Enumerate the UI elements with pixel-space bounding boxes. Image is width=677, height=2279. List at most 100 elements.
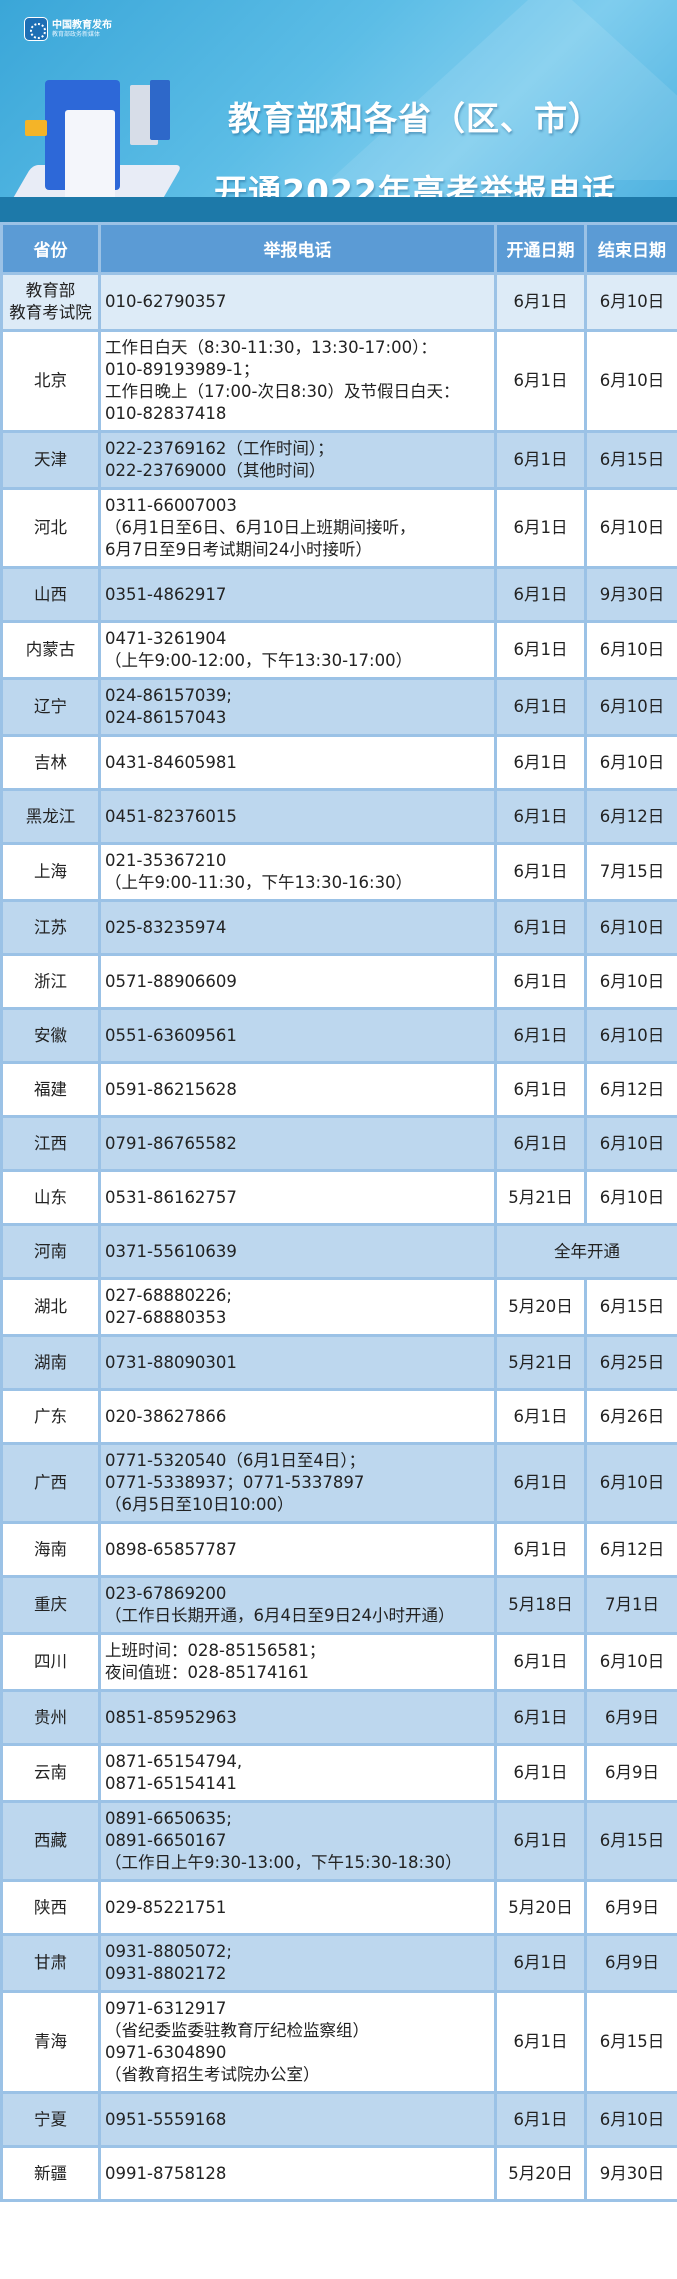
table-header: 省份 举报电话 开通日期 结束日期 bbox=[0, 222, 677, 275]
table-row: 天津 022-23769162（工作时间）； 022-23769000（其他时间）… bbox=[0, 430, 677, 490]
end-date-cell: 6月12日 bbox=[584, 788, 677, 845]
start-date-cell: 5月21日 bbox=[494, 1169, 587, 1226]
phone-cell: 0971-6312917 （省纪委监委驻教育厅纪检监察组） 0971-63048… bbox=[98, 1990, 497, 2094]
table-row: 陕西 029-85221751 5月20日 6月9日 bbox=[0, 1879, 677, 1936]
logo-icon bbox=[24, 17, 48, 41]
page-title: 教育部和各省（区、市） 开通2022年高考举报电话 bbox=[205, 82, 625, 197]
table-row: 四川 上班时间：028-85156581； 夜间值班：028-85174161 6月… bbox=[0, 1632, 677, 1692]
end-date-cell: 6月10日 bbox=[584, 272, 677, 332]
province-cell: 重庆 bbox=[0, 1575, 101, 1635]
end-date-cell: 6月10日 bbox=[584, 1007, 677, 1064]
start-date-cell: 6月1日 bbox=[494, 430, 587, 490]
start-date-cell: 6月1日 bbox=[494, 842, 587, 902]
title-line-2: 开通2022年高考举报电话 bbox=[214, 172, 616, 197]
province-cell: 广西 bbox=[0, 1442, 101, 1524]
table-row: 安徽 0551-63609561 6月1日 6月10日 bbox=[0, 1007, 677, 1064]
start-date-cell: 5月20日 bbox=[494, 1879, 587, 1936]
end-date-cell: 6月9日 bbox=[584, 1879, 677, 1936]
title-line-1: 教育部和各省（区、市） bbox=[228, 99, 602, 138]
start-date-cell: 6月1日 bbox=[494, 1689, 587, 1746]
start-date-cell: 6月1日 bbox=[494, 1442, 587, 1524]
phone-cell: 0431-84605981 bbox=[98, 734, 497, 791]
table-row: 宁夏 0951-5559168 6月1日 6月10日 bbox=[0, 2091, 677, 2148]
end-date-cell: 6月10日 bbox=[584, 329, 677, 433]
phone-cell: 0951-5559168 bbox=[98, 2091, 497, 2148]
column-header-start: 开通日期 bbox=[494, 222, 587, 275]
phone-cell: 0771-5320540（6月1日至4日）； 0771-5338937；0771… bbox=[98, 1442, 497, 1524]
phone-cell: 024-86157039; 024-86157043 bbox=[98, 677, 497, 737]
phone-cell: 0931-8805072; 0931-8802172 bbox=[98, 1933, 497, 1993]
table-row: 青海 0971-6312917 （省纪委监委驻教育厅纪检监察组） 0971-630… bbox=[0, 1990, 677, 2094]
province-cell: 内蒙古 bbox=[0, 620, 101, 680]
province-cell: 上海 bbox=[0, 842, 101, 902]
table-row: 甘肃 0931-8805072; 0931-8802172 6月1日 6月9日 bbox=[0, 1933, 677, 1993]
province-cell: 甘肃 bbox=[0, 1933, 101, 1993]
end-date-cell: 6月10日 bbox=[584, 620, 677, 680]
end-date-cell: 6月10日 bbox=[584, 1632, 677, 1692]
phone-cell: 021-35367210 （上午9:00-11:30，下午13:30-16:30… bbox=[98, 842, 497, 902]
phone-cell: 0871-65154794, 0871-65154141 bbox=[98, 1743, 497, 1803]
table-row: 广西 0771-5320540（6月1日至4日）； 0771-5338937；07… bbox=[0, 1442, 677, 1524]
start-date-cell: 6月1日 bbox=[494, 272, 587, 332]
end-date-cell: 6月15日 bbox=[584, 1800, 677, 1882]
table-row: 上海 021-35367210 （上午9:00-11:30，下午13:30-16:… bbox=[0, 842, 677, 902]
phone-cell: 020-38627866 bbox=[98, 1388, 497, 1445]
province-cell: 山西 bbox=[0, 566, 101, 623]
column-header-end: 结束日期 bbox=[584, 222, 677, 275]
end-date-cell: 9月30日 bbox=[584, 566, 677, 623]
end-date-cell: 6月10日 bbox=[584, 2091, 677, 2148]
table-row: 山东 0531-86162757 5月21日 6月10日 bbox=[0, 1169, 677, 1226]
start-date-cell: 6月1日 bbox=[494, 2091, 587, 2148]
envelope-icon bbox=[25, 120, 47, 136]
end-date-cell: 6月25日 bbox=[584, 1334, 677, 1391]
table-row: 黑龙江 0451-82376015 6月1日 6月12日 bbox=[0, 788, 677, 845]
phone-cell: 0531-86162757 bbox=[98, 1169, 497, 1226]
start-date-cell: 6月1日 bbox=[494, 677, 587, 737]
province-cell: 西藏 bbox=[0, 1800, 101, 1882]
table-row: 福建 0591-86215628 6月1日 6月12日 bbox=[0, 1061, 677, 1118]
phone-cell: 025-83235974 bbox=[98, 899, 497, 956]
hotline-table: 省份 举报电话 开通日期 结束日期 教育部 教育考试院 010-62790357 6… bbox=[0, 222, 677, 2202]
start-date-cell: 6月1日 bbox=[494, 1800, 587, 1882]
phone-cell: 0731-88090301 bbox=[98, 1334, 497, 1391]
column-header-phone: 举报电话 bbox=[98, 222, 497, 275]
province-cell: 云南 bbox=[0, 1743, 101, 1803]
phone-cell: 0311-66007003 （6月1日至6日、6月10日上班期间接听， 6月7日… bbox=[98, 487, 497, 569]
laptop-illustration bbox=[0, 70, 183, 197]
province-cell: 黑龙江 bbox=[0, 788, 101, 845]
table-row: 湖南 0731-88090301 5月21日 6月25日 bbox=[0, 1334, 677, 1391]
logo: 中国教育发布 教育部政务新媒体 bbox=[24, 17, 112, 41]
end-date-cell: 7月1日 bbox=[584, 1575, 677, 1635]
province-cell: 贵州 bbox=[0, 1689, 101, 1746]
end-date-cell: 6月9日 bbox=[584, 1743, 677, 1803]
end-date-cell: 6月10日 bbox=[584, 953, 677, 1010]
phone-cell: 0991-8758128 bbox=[98, 2145, 497, 2202]
province-cell: 吉林 bbox=[0, 734, 101, 791]
start-date-cell: 6月1日 bbox=[494, 487, 587, 569]
phone-cell: 0471-3261904 （上午9:00-12:00，下午13:30-17:00… bbox=[98, 620, 497, 680]
end-date-cell: 6月12日 bbox=[584, 1061, 677, 1118]
start-date-cell: 6月1日 bbox=[494, 788, 587, 845]
end-date-cell: 6月10日 bbox=[584, 899, 677, 956]
start-date-cell: 5月18日 bbox=[494, 1575, 587, 1635]
phone-cell: 029-85221751 bbox=[98, 1879, 497, 1936]
table-row: 河南 0371-55610639 全年开通 bbox=[0, 1223, 677, 1280]
start-date-cell: 6月1日 bbox=[494, 734, 587, 791]
province-cell: 福建 bbox=[0, 1061, 101, 1118]
phone-cell: 上班时间：028-85156581； 夜间值班：028-85174161 bbox=[98, 1632, 497, 1692]
phone-cell: 0371-55610639 bbox=[98, 1223, 497, 1280]
table-row: 云南 0871-65154794, 0871-65154141 6月1日 6月9日 bbox=[0, 1743, 677, 1803]
table-row: 海南 0898-65857787 6月1日 6月12日 bbox=[0, 1521, 677, 1578]
phone-cell: 0551-63609561 bbox=[98, 1007, 497, 1064]
table-row: 山西 0351-4862917 6月1日 9月30日 bbox=[0, 566, 677, 623]
table-row: 贵州 0851-85952963 6月1日 6月9日 bbox=[0, 1689, 677, 1746]
logo-subtext: 教育部政务新媒体 bbox=[52, 30, 101, 38]
province-cell: 辽宁 bbox=[0, 677, 101, 737]
table-row: 内蒙古 0471-3261904 （上午9:00-12:00，下午13:30-17… bbox=[0, 620, 677, 680]
province-cell: 湖北 bbox=[0, 1277, 101, 1337]
phone-cell: 0791-86765582 bbox=[98, 1115, 497, 1172]
table-row: 江苏 025-83235974 6月1日 6月10日 bbox=[0, 899, 677, 956]
start-date-cell: 6月1日 bbox=[494, 1521, 587, 1578]
province-cell: 河北 bbox=[0, 487, 101, 569]
start-date-cell: 6月1日 bbox=[494, 899, 587, 956]
